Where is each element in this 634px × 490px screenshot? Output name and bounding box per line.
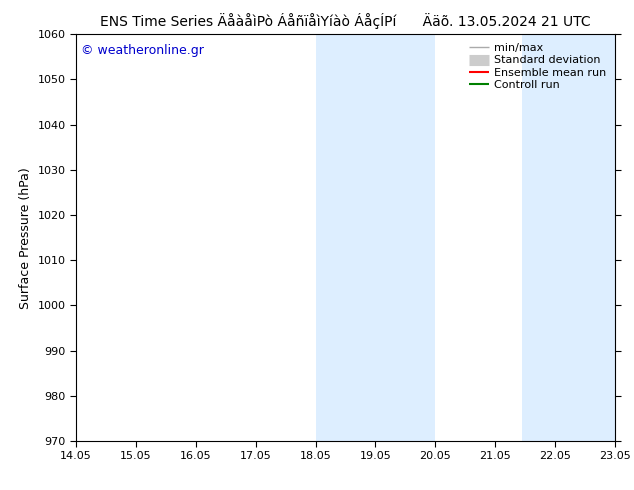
Y-axis label: Surface Pressure (hPa): Surface Pressure (hPa) (19, 167, 32, 309)
Legend: min/max, Standard deviation, Ensemble mean run, Controll run: min/max, Standard deviation, Ensemble me… (466, 40, 609, 93)
Bar (316, 34, 436, 441)
Text: © weatheronline.gr: © weatheronline.gr (81, 45, 204, 57)
Title: ENS Time Series ÄåàåìPò ÁåñïåìYíàò ÁåçÍPí      Ääõ. 13.05.2024 21 UTC: ENS Time Series ÄåàåìPò ÁåñïåìYíàò ÁåçÍP… (100, 13, 591, 29)
Bar (522, 34, 615, 441)
